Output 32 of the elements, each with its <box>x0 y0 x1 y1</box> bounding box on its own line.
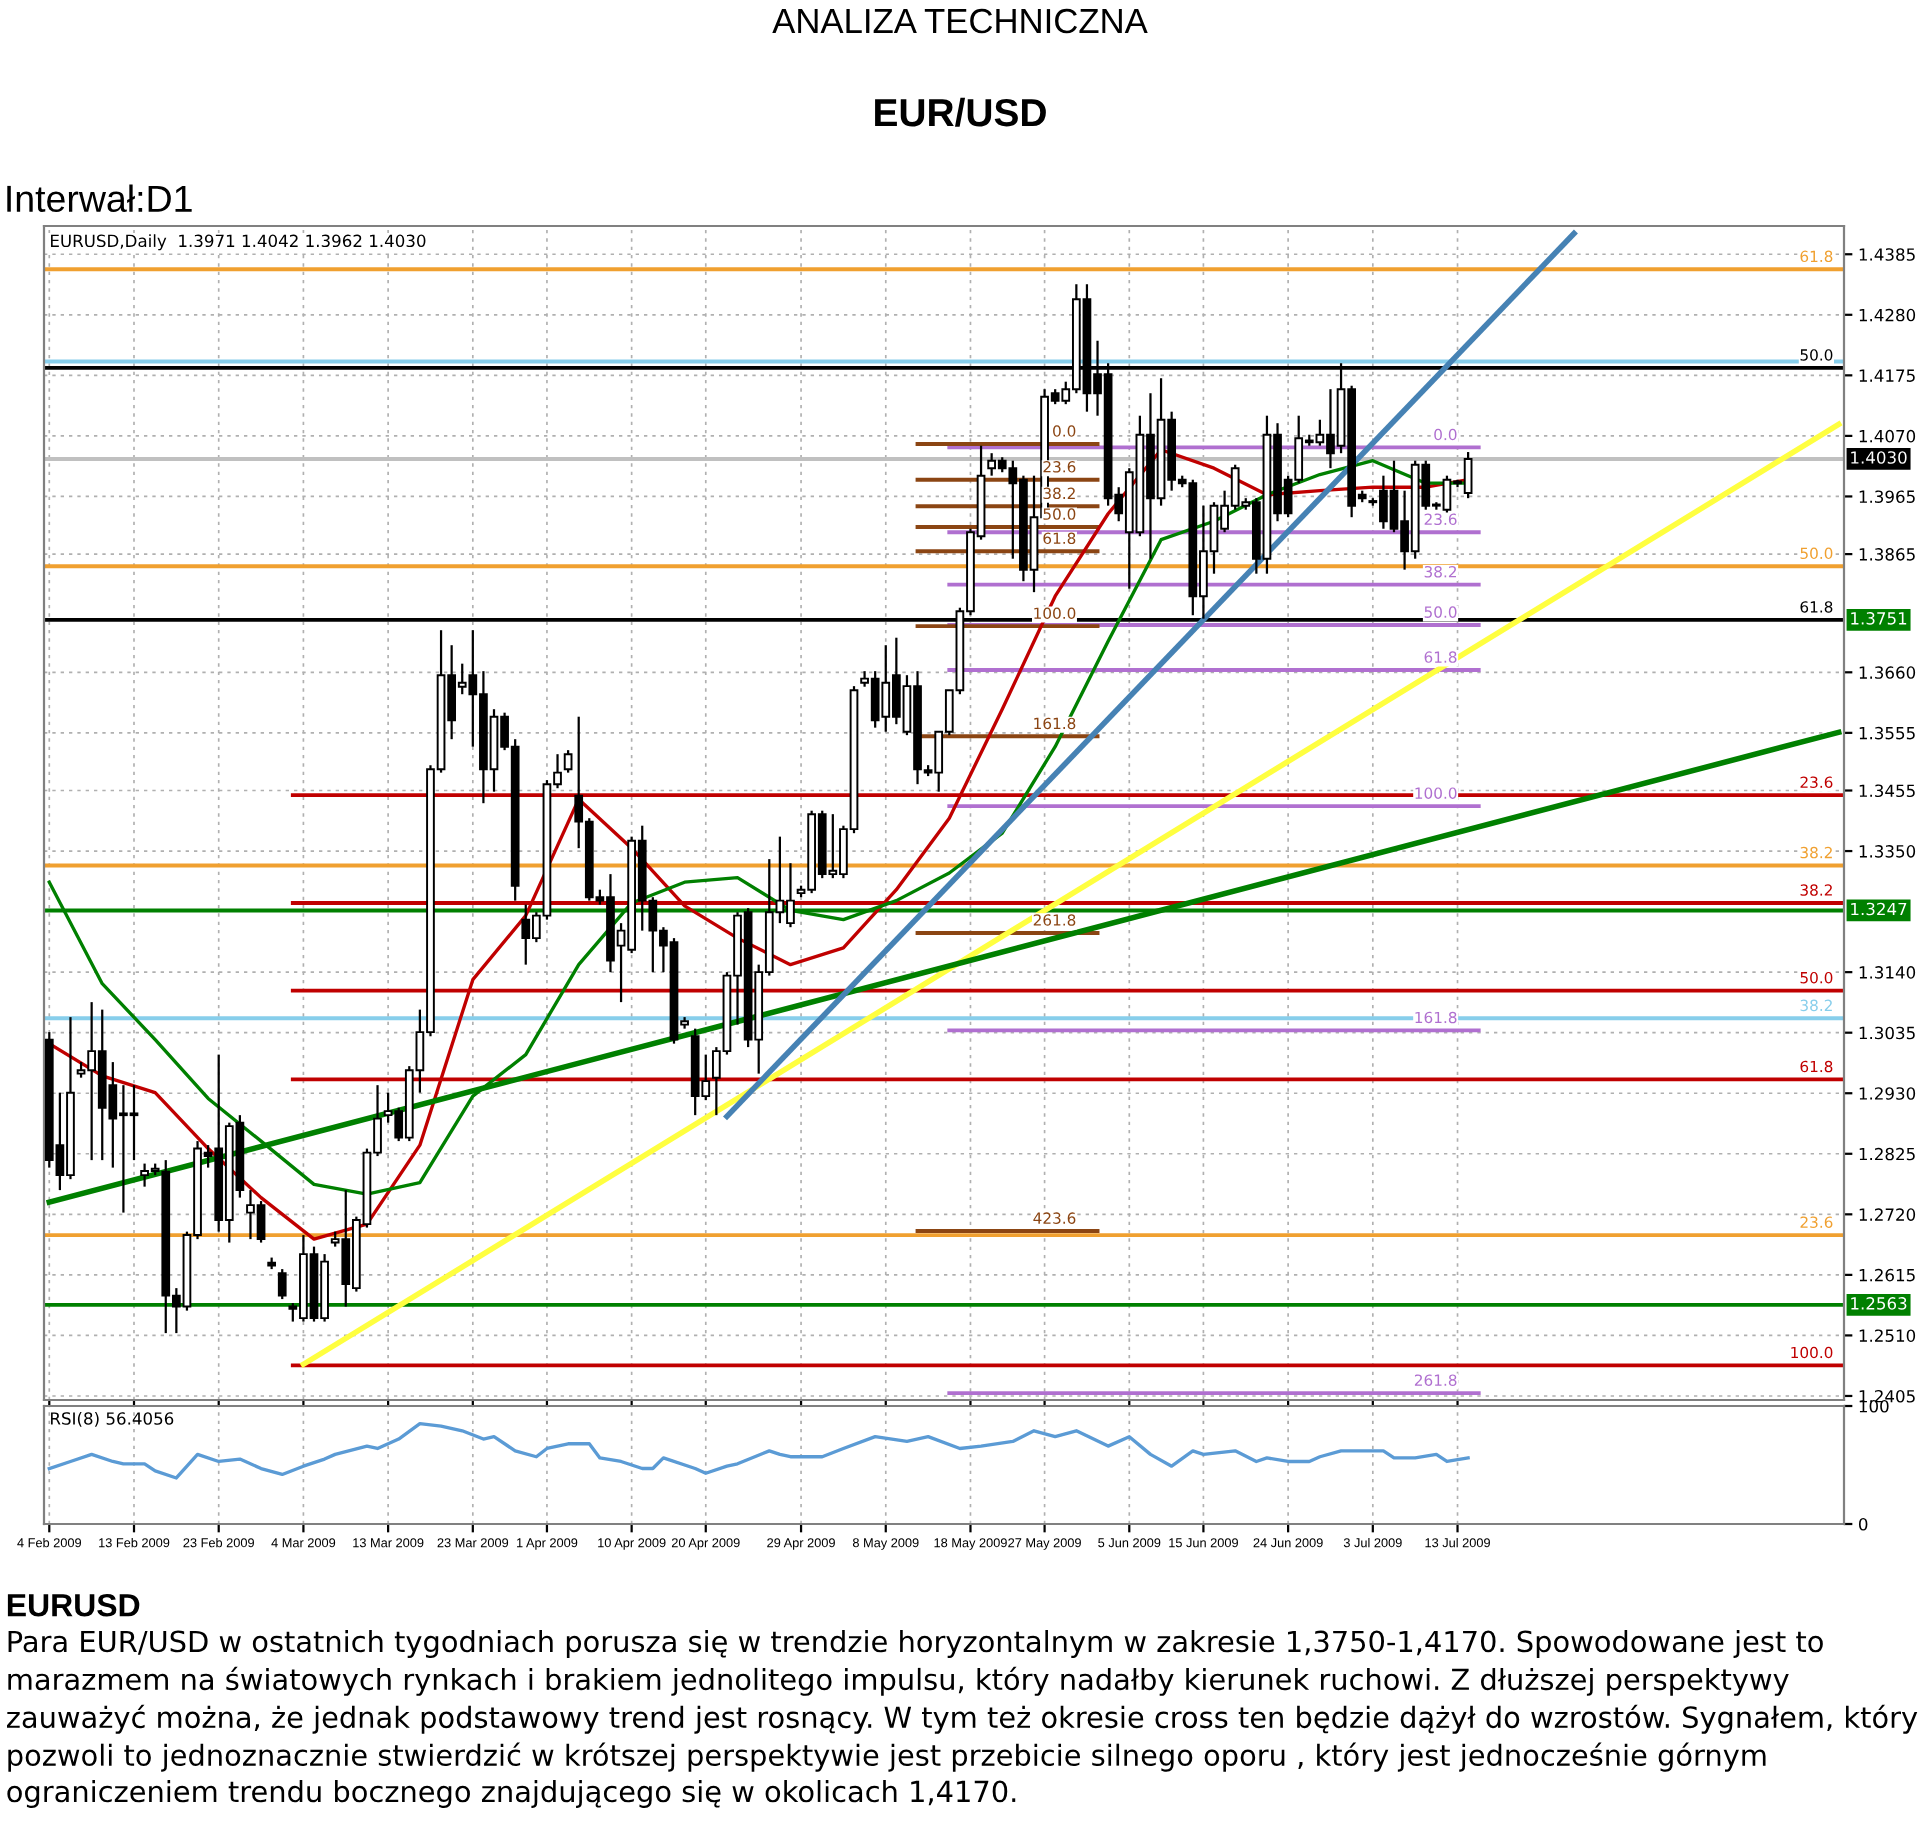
y-tick-label: 1.3865 <box>1859 548 1915 561</box>
candlestick <box>563 749 573 774</box>
y-tick-label: 1.2615 <box>1859 1268 1915 1282</box>
text: Interwał:D1 <box>7 184 192 213</box>
text: Para EUR/USD w ostatnich tygodniach porusza się w trendzie horyzontalnym w zakresie 1,3750-1,4170. Spowodowane jest to marazmem na światowych rynkach i brakiem jednolitego impulsu, który nadałby kierunek ruchowi. Z dłuższej perspektywy zauważyć można, że jednak podstawowy trend jest rosnący. W tym też okresie cross ten będzie dążył do wzrostów. Sygnałem, który pozwoli to jednoznacznie stwierdzić w krótszej perspektywie jest przebicie silnego oporu , który jest jednocześnie górnym ograniczeniem trendu bocznego znajdującego się w okolicach 1,4170. <box>7 1630 1918 1808</box>
ref-line-label: 1.2563 <box>1851 1297 1907 1310</box>
chart-title: RSI(8) 56.4056 <box>51 1411 174 1427</box>
y-tick-label: 1.2825 <box>1859 1147 1915 1161</box>
chart-title: ANALIZA TECHNICZNA <box>772 8 1148 34</box>
y-tick-label: 1.3965 <box>1859 490 1915 503</box>
y-tick-label: 1.3660 <box>1859 666 1916 679</box>
y-tick-label: 1.4070 <box>1859 429 1916 443</box>
y-tick-label: 1.4280 <box>1859 308 1916 322</box>
ref-line-label: 1.4030 <box>1851 451 1907 464</box>
annotation: EURUSD,Daily 1.3971 1.4042 1.3962 1.4030 <box>51 234 426 251</box>
candlestick <box>277 1268 287 1301</box>
text: EURUSD <box>7 1593 140 1617</box>
chart-subtitle: EUR/USD <box>875 97 1046 127</box>
y-tick-label: 1.3455 <box>1859 784 1915 798</box>
ref-line-label: 1.3751 <box>1851 612 1907 625</box>
y-tick-label: 1.2930 <box>1859 1087 1916 1100</box>
y-tick-label: 1.3350 <box>1859 845 1916 858</box>
y-tick-label: 1.3035 <box>1859 1026 1915 1040</box>
y-tick-label: 0 <box>1858 1517 1868 1531</box>
y-tick-label: 1.2720 <box>1859 1208 1916 1221</box>
ref-line-label: 1.3247 <box>1851 902 1907 916</box>
y-tick-label: 1.4175 <box>1859 369 1915 382</box>
y-tick-label: 1.3555 <box>1859 726 1915 740</box>
y-tick-label: 1.2510 <box>1859 1329 1916 1342</box>
y-tick-label: 1.4385 <box>1859 248 1915 261</box>
y-tick-label: 1.2405 <box>1859 1389 1915 1403</box>
y-tick-label: 1.3140 <box>1859 966 1916 979</box>
